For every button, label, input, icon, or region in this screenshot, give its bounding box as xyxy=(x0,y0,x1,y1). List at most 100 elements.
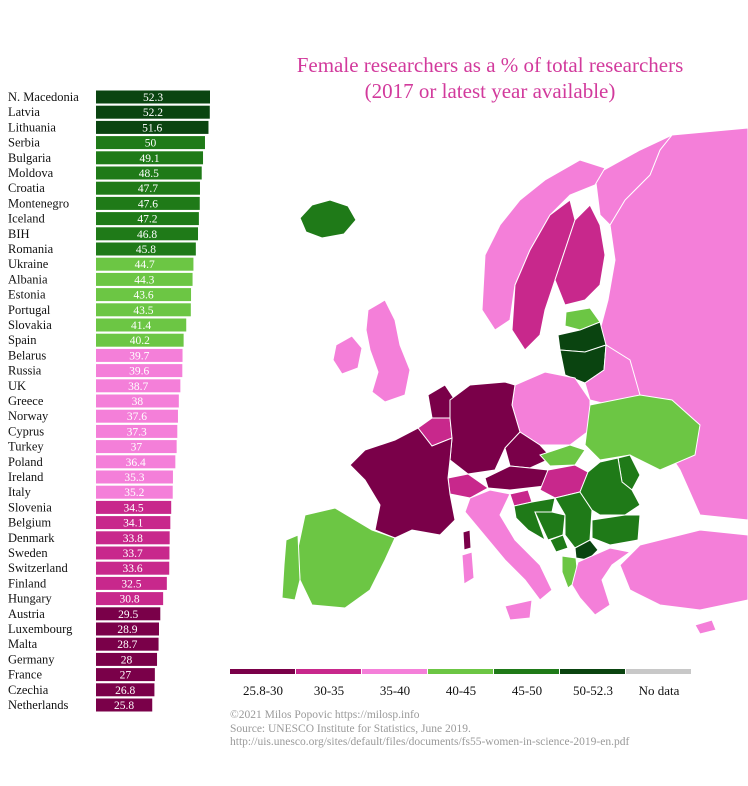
bar-latvia xyxy=(96,105,210,119)
credits-url: http://uis.unesco.org/sites/default/file… xyxy=(230,736,630,748)
bar-serbia xyxy=(96,136,205,150)
legend-label: 45-50 xyxy=(511,683,543,698)
bar-montenegro xyxy=(96,196,200,210)
category-label: Ireland xyxy=(8,470,44,484)
bar-poland xyxy=(96,455,176,469)
value-label: 37.3 xyxy=(127,426,147,438)
bar-slovenia xyxy=(96,500,172,514)
bar-lithuania xyxy=(96,120,209,134)
map-ireland xyxy=(332,335,363,375)
category-label: Poland xyxy=(8,455,43,469)
bar-romania xyxy=(96,242,196,256)
bar-luxembourg xyxy=(96,622,159,636)
value-label: 52.3 xyxy=(143,92,163,104)
bar-portugal xyxy=(96,303,191,317)
map-norway xyxy=(481,159,606,331)
category-label: Norway xyxy=(8,409,49,423)
category-label: Finland xyxy=(8,576,47,590)
value-label: 35.3 xyxy=(124,472,144,484)
legend-swatch xyxy=(296,669,361,674)
chart-title-line: Female researchers as a % of total resea… xyxy=(296,53,684,77)
bar-slovakia xyxy=(96,318,187,332)
value-label: 34.1 xyxy=(123,518,143,530)
value-label: 32.5 xyxy=(121,578,141,590)
bar-spain xyxy=(96,333,184,347)
category-label: Russia xyxy=(8,364,42,378)
bar-uk xyxy=(96,379,181,393)
category-label: Belarus xyxy=(8,348,46,362)
value-label: 33.7 xyxy=(123,548,143,560)
map-cyprus xyxy=(694,619,717,635)
value-label: 38 xyxy=(132,396,144,408)
map-turkey xyxy=(619,529,748,611)
category-label: Turkey xyxy=(8,440,44,454)
bar-finland xyxy=(96,576,167,590)
bar-netherlands xyxy=(96,698,153,712)
bar-bih xyxy=(96,227,199,241)
value-label: 47.7 xyxy=(138,183,158,195)
category-label: Portugal xyxy=(8,303,51,317)
value-label: 30.8 xyxy=(120,594,140,606)
value-label: 36.4 xyxy=(126,457,146,469)
bar-n-macedonia xyxy=(96,90,210,104)
chart-title: Female researchers as a % of total resea… xyxy=(240,52,740,104)
category-label: BIH xyxy=(8,227,30,241)
legend: 25.8-30 30-35 35-40 40-45 45-50 50-52.3 No dat… xyxy=(230,669,695,709)
map-sicily xyxy=(504,599,533,621)
bar-chart: N. Macedonia 52.3 Latvia 52.2 Lithuania 51.6 S… xyxy=(8,90,210,712)
bar-germany xyxy=(96,652,158,666)
category-label: N. Macedonia xyxy=(8,90,79,104)
category-label: Denmark xyxy=(8,531,55,545)
credits-source: Source: UNESCO Institute for Statistics,… xyxy=(230,722,471,735)
bar-czechia xyxy=(96,683,155,697)
category-label: Sweden xyxy=(8,546,48,560)
value-label: 26.8 xyxy=(115,685,135,697)
bar-hungary xyxy=(96,592,164,606)
value-label: 29.5 xyxy=(118,609,138,621)
value-label: 48.5 xyxy=(139,168,159,180)
category-label: Luxembourg xyxy=(8,622,73,636)
category-label: Slovakia xyxy=(8,318,52,332)
europe-choropleth-map xyxy=(281,127,748,635)
map-bih xyxy=(534,511,566,541)
category-label: Slovenia xyxy=(8,500,52,514)
bar-ireland xyxy=(96,470,173,484)
legend-swatch xyxy=(362,669,427,674)
value-label: 44.7 xyxy=(135,259,155,271)
legend-swatch xyxy=(494,669,559,674)
chart-subtitle: (2017 or latest year available) xyxy=(364,79,616,103)
value-label: 39.6 xyxy=(129,366,149,378)
value-label: 34.5 xyxy=(124,502,144,514)
category-label: Malta xyxy=(8,637,38,651)
map-iceland xyxy=(299,199,357,239)
value-label: 52.2 xyxy=(143,107,163,119)
category-label: Belgium xyxy=(8,516,51,530)
category-label: Latvia xyxy=(8,105,40,119)
bar-cyprus xyxy=(96,424,178,438)
legend-label: 30-35 xyxy=(313,683,345,698)
credits-author: ©2021 Milos Popovic https://milosp.info xyxy=(230,709,420,721)
bar-sweden xyxy=(96,546,170,560)
category-label: Iceland xyxy=(8,212,46,226)
map-bulgaria xyxy=(591,514,641,546)
legend-label: 40-45 xyxy=(445,683,477,698)
bar-russia xyxy=(96,364,183,378)
category-label: Moldova xyxy=(8,166,54,180)
bar-turkey xyxy=(96,440,177,454)
map-uk xyxy=(365,299,411,403)
category-label: Serbia xyxy=(8,136,40,150)
map-slovakia xyxy=(539,444,586,467)
category-label: Hungary xyxy=(8,592,52,606)
value-label: 38.7 xyxy=(128,381,148,393)
credits: ©2021 Milos Popovic https://milosp.info … xyxy=(230,709,740,750)
map-belarus xyxy=(584,344,641,406)
bar-iceland xyxy=(96,212,199,226)
value-label: 49.1 xyxy=(139,153,159,165)
category-label: UK xyxy=(8,379,26,393)
category-label: Czechia xyxy=(8,683,49,697)
bar-bulgaria xyxy=(96,151,204,165)
value-label: 37.6 xyxy=(127,411,147,423)
bar-ukraine xyxy=(96,257,194,271)
category-label: Romania xyxy=(8,242,54,256)
map-romania xyxy=(579,457,641,516)
